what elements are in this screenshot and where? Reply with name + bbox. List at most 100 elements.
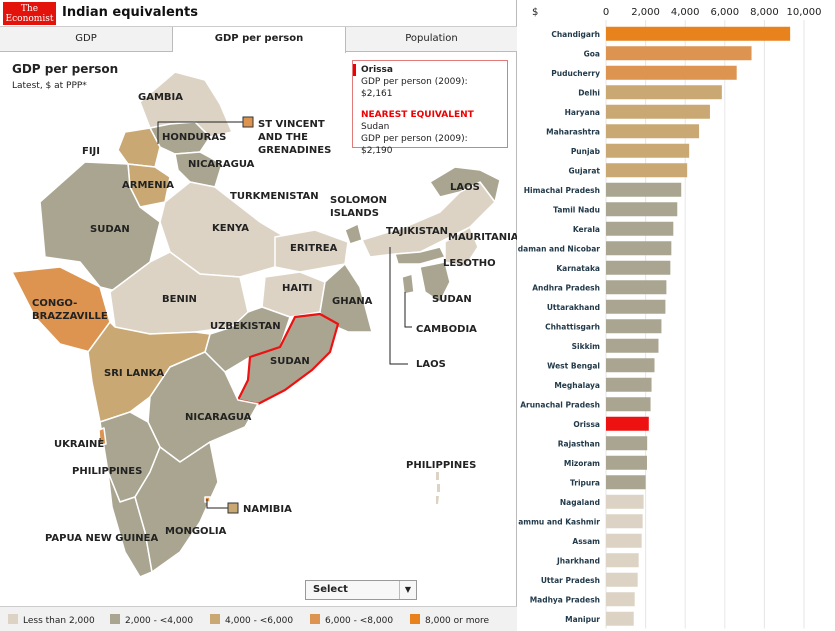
category-label[interactable]: Orissa	[573, 420, 600, 429]
region-tajikistan[interactable]	[361, 181, 496, 258]
category-label[interactable]: Jharkhand	[556, 556, 600, 565]
region-cambodia[interactable]	[401, 273, 415, 295]
region-honduras[interactable]	[149, 121, 211, 155]
bar-haryana[interactable]	[606, 104, 710, 119]
region-andaman[interactable]	[436, 472, 440, 504]
label-mauritania: MAURITANIA	[448, 232, 517, 243]
label-islands: ISLANDS	[330, 208, 379, 219]
chevron-down-icon[interactable]: ▼	[399, 581, 416, 599]
category-label[interactable]: West Bengal	[547, 361, 600, 370]
category-label[interactable]: Madhya Pradesh	[530, 595, 600, 604]
bar-chandigarh[interactable]	[606, 26, 791, 41]
bar-goa[interactable]	[606, 46, 752, 61]
category-label[interactable]: Jammu and Kashmir	[518, 517, 600, 526]
region-fiji[interactable]	[117, 127, 161, 168]
bar-orissa[interactable]	[606, 416, 649, 431]
tab-population[interactable]: Population	[405, 33, 458, 44]
category-label[interactable]: Kerala	[573, 225, 600, 234]
india-map: GAMBIA HONDURAS ST VINCENT AND THE GRENA…	[11, 71, 517, 578]
label-tajikistan: TAJIKISTAN	[386, 226, 448, 237]
category-label[interactable]: Nagaland	[560, 498, 600, 507]
label-papua-new-guinea: PAPUA NEW GUINEA	[45, 533, 158, 544]
category-label[interactable]: Delhi	[578, 88, 600, 97]
tab-gdp[interactable]: GDP	[0, 27, 173, 52]
bar-west-bengal[interactable]	[606, 358, 655, 373]
bar-arunachal-pradesh[interactable]	[606, 397, 651, 412]
bar-gujarat[interactable]	[606, 163, 688, 178]
bar-tamil-nadu[interactable]	[606, 202, 678, 217]
bar-jammu-and-kashmir[interactable]	[606, 514, 643, 529]
label-armenia: ARMENIA	[122, 180, 174, 191]
label-haiti: HAITI	[282, 283, 312, 294]
region-sudan-rajasthan[interactable]	[39, 161, 161, 293]
leader-laos-tripura	[389, 247, 408, 365]
label-nicaragua-north: NICARAGUA	[188, 159, 255, 170]
category-label[interactable]: Haryana	[565, 108, 600, 117]
label-philippines-islands: PHILIPPINES	[406, 460, 476, 471]
region-mongolia[interactable]	[134, 441, 219, 573]
category-label[interactable]: Andaman and Nicobar	[518, 244, 600, 253]
bar-sikkim[interactable]	[606, 338, 659, 353]
bar-karnataka[interactable]	[606, 260, 671, 275]
state-select[interactable]: Select ▼	[305, 580, 417, 600]
bar-manipur[interactable]	[606, 611, 634, 626]
region-laos-ne[interactable]	[429, 166, 501, 203]
bar-madhya-pradesh[interactable]	[606, 592, 635, 607]
bar-nagaland[interactable]	[606, 494, 644, 509]
region-sikkim[interactable]	[344, 223, 363, 245]
bar-rajasthan[interactable]	[606, 436, 648, 451]
label-eritrea: ERITREA	[290, 243, 338, 254]
category-label[interactable]: Goa	[584, 49, 600, 58]
category-label[interactable]: Uttar Pradesh	[541, 576, 600, 585]
legend-label: 4,000 - <6,000	[225, 616, 294, 626]
bar-jharkhand[interactable]	[606, 553, 639, 568]
map-panel: The Economist Indian equivalents GDP GDP…	[0, 0, 517, 631]
bar-himachal-pradesh[interactable]	[606, 182, 682, 197]
category-label[interactable]: Maharashtra	[546, 127, 600, 136]
category-label[interactable]: Punjab	[571, 147, 601, 156]
map-title: GDP per person	[12, 62, 119, 76]
category-label[interactable]: Tamil Nadu	[553, 205, 600, 214]
bar-maharashtra[interactable]	[606, 124, 700, 139]
category-label[interactable]: Chhattisgarh	[545, 322, 600, 331]
legend-item: 2,000 - <4,000	[110, 614, 193, 626]
bar-delhi[interactable]	[606, 85, 722, 100]
category-label[interactable]: Manipur	[565, 615, 600, 624]
category-label[interactable]: Rajasthan	[558, 439, 600, 448]
region-lesotho[interactable]	[444, 226, 479, 268]
category-label[interactable]: Uttarakhand	[547, 303, 600, 312]
region-orissa-sudan[interactable]	[236, 312, 340, 406]
category-label[interactable]: Chandigarh	[551, 30, 600, 39]
bar-tripura[interactable]	[606, 475, 646, 490]
region-sudan-ne[interactable]	[419, 261, 451, 303]
category-label[interactable]: Assam	[572, 537, 600, 546]
bar-chhattisgarh[interactable]	[606, 319, 662, 334]
bar-uttar-pradesh[interactable]	[606, 572, 638, 587]
axis-unit-label: $	[532, 7, 538, 18]
bar-puducherry[interactable]	[606, 65, 737, 80]
category-label[interactable]: Andhra Pradesh	[532, 283, 600, 292]
category-label[interactable]: Meghalaya	[554, 381, 600, 390]
category-label[interactable]: Gujarat	[569, 166, 601, 175]
category-label[interactable]: Himachal Pradesh	[524, 186, 600, 195]
bar-mizoram[interactable]	[606, 455, 647, 470]
category-label[interactable]: Puducherry	[551, 69, 600, 78]
category-label[interactable]: Tripura	[570, 478, 600, 487]
bar-andhra-pradesh[interactable]	[606, 280, 667, 295]
label-sudan-orissa: SUDAN	[270, 356, 310, 367]
category-label[interactable]: Sikkim	[572, 342, 601, 351]
bar-assam[interactable]	[606, 533, 642, 548]
bar-andaman-and-nicobar[interactable]	[606, 241, 672, 256]
x-tick-label: 2,000	[631, 7, 660, 18]
bar-punjab[interactable]	[606, 143, 690, 158]
category-label[interactable]: Arunachal Pradesh	[520, 400, 600, 409]
bar-kerala[interactable]	[606, 221, 674, 236]
label-nicaragua-south: NICARAGUA	[185, 412, 252, 423]
tab-gdp-per-person[interactable]: GDP per person	[173, 27, 346, 53]
category-label[interactable]: Karnataka	[556, 264, 600, 273]
label-honduras: HONDURAS	[162, 132, 226, 143]
marker-namibia	[227, 502, 239, 514]
bar-meghalaya[interactable]	[606, 377, 652, 392]
category-label[interactable]: Mizoram	[564, 459, 600, 468]
bar-uttarakhand[interactable]	[606, 299, 666, 314]
